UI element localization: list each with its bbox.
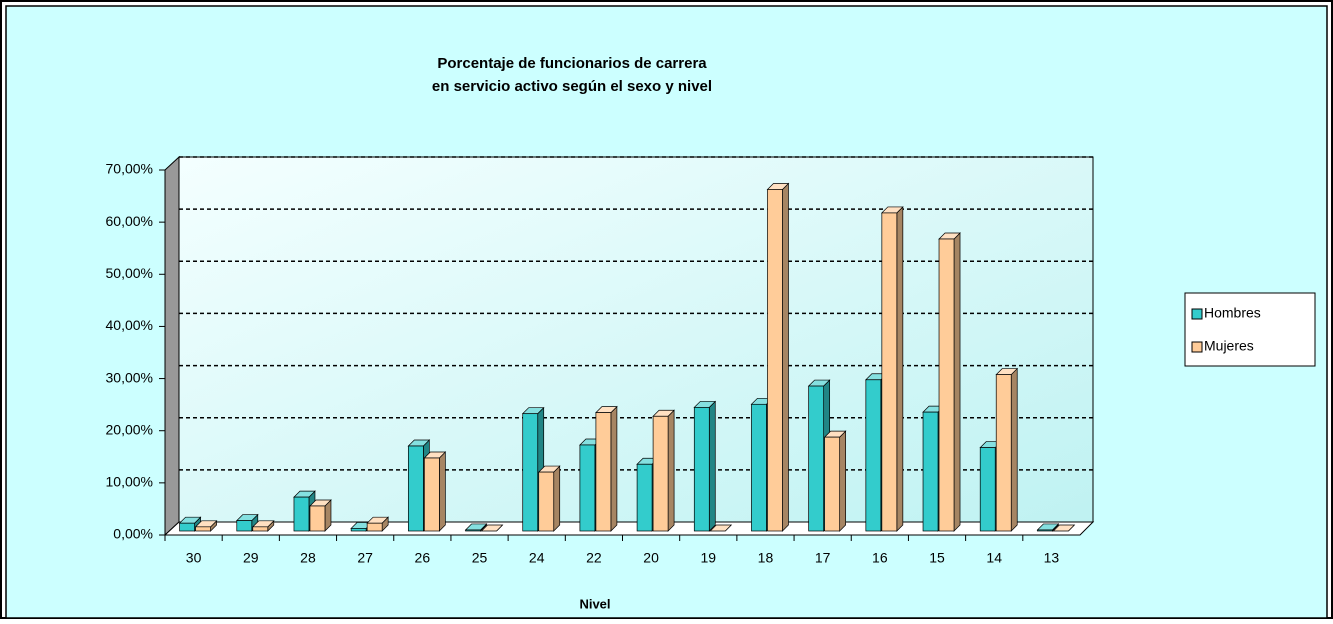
- y-tick-label: 30,00%: [106, 369, 153, 385]
- bar: [995, 374, 1012, 532]
- legend: [1184, 292, 1316, 367]
- x-tick-label: 14: [986, 550, 1002, 566]
- bar: [824, 436, 841, 532]
- x-tick-label: 20: [643, 550, 659, 566]
- x-tick-label: 30: [186, 550, 202, 566]
- bar: [350, 528, 367, 532]
- chart-title: en servicio activo según el sexo y nivel: [432, 78, 712, 95]
- bar: [767, 189, 783, 532]
- bar: [579, 444, 596, 532]
- bar-side: [953, 232, 961, 532]
- bar-side: [553, 465, 561, 532]
- x-tick-label: 29: [243, 550, 259, 566]
- bar: [465, 529, 481, 532]
- bar: [636, 463, 653, 532]
- y-tick-label: 50,00%: [106, 265, 153, 281]
- bar: [293, 496, 310, 532]
- floor: [163, 521, 1095, 536]
- bar: [309, 505, 326, 532]
- x-tick-label: 25: [472, 550, 488, 566]
- x-tick-label: 24: [529, 550, 545, 566]
- legend-swatch: [1191, 308, 1203, 320]
- x-tick-label: 19: [700, 550, 716, 566]
- bar: [538, 471, 555, 532]
- bar-side: [438, 451, 446, 532]
- bar: [881, 212, 898, 532]
- bar: [252, 526, 269, 532]
- x-tick-label: 16: [872, 550, 888, 566]
- bar-side: [896, 206, 904, 532]
- y-tick-label: 70,00%: [106, 161, 153, 177]
- x-tick-label: 26: [415, 550, 431, 566]
- bar: [922, 411, 939, 532]
- y-tick-label: 20,00%: [106, 421, 153, 437]
- x-tick-label: 27: [357, 550, 373, 566]
- bar-side: [782, 182, 789, 532]
- bar: [652, 415, 669, 532]
- bar: [693, 407, 710, 532]
- bar: [407, 445, 424, 532]
- bar: [195, 526, 211, 532]
- bar-side: [667, 409, 675, 532]
- y-tick-label: 40,00%: [106, 317, 153, 333]
- x-axis-label: Nivel: [579, 596, 610, 611]
- x-tick-label: 17: [815, 550, 831, 566]
- y-tick-label: 60,00%: [106, 213, 153, 229]
- bar: [865, 379, 882, 532]
- bar: [423, 457, 440, 532]
- side-wall: [164, 155, 180, 537]
- bar-side: [708, 400, 716, 532]
- bar-top: [709, 524, 733, 532]
- y-tick-label: 10,00%: [106, 474, 153, 490]
- x-tick-label: 28: [300, 550, 316, 566]
- y-tick-label: 0,00%: [113, 526, 153, 542]
- x-tick-label: 13: [1044, 550, 1060, 566]
- x-tick-label: 18: [758, 550, 774, 566]
- x-tick-label: 22: [586, 550, 602, 566]
- chart-title: Porcentaje de funcionarios de carrera: [437, 55, 707, 72]
- bar-side: [839, 430, 847, 532]
- bar-top: [480, 524, 504, 532]
- bar: [595, 412, 612, 532]
- bar: [179, 522, 195, 532]
- bar: [979, 447, 996, 532]
- bar-side: [1010, 367, 1018, 532]
- bar: [366, 522, 383, 532]
- bar-top: [1052, 524, 1076, 532]
- x-tick-label: 15: [929, 550, 945, 566]
- bar: [522, 413, 539, 532]
- legend-swatch: [1191, 341, 1203, 353]
- bar: [1037, 529, 1053, 532]
- bar: [236, 520, 253, 532]
- bar: [808, 385, 825, 532]
- bar: [938, 238, 955, 532]
- bar: [751, 403, 767, 532]
- legend-label: Mujeres: [1204, 338, 1254, 354]
- legend-label: Hombres: [1204, 305, 1261, 321]
- bar-side: [610, 405, 618, 532]
